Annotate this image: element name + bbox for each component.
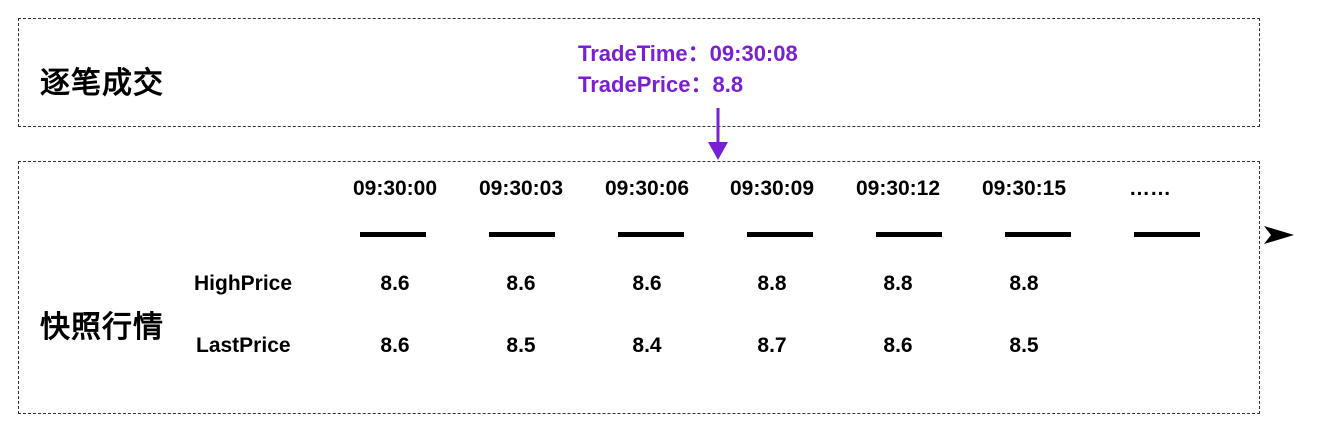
trade-time-label: TradeTime： <box>578 41 710 66</box>
last-price-cell: 8.5 <box>1009 334 1039 357</box>
snapshot-time: 09:30:15 <box>981 177 1067 200</box>
snapshot-time: 09:30:09 <box>729 177 815 200</box>
timeline-dash <box>489 232 555 237</box>
last-price-cell: 8.6 <box>883 334 913 357</box>
high-price-cell: 8.6 <box>380 272 410 295</box>
tick-section-title: 逐笔成交 <box>40 67 164 100</box>
snapshot-time-ellipsis: …… <box>1129 177 1171 200</box>
timeline-dash <box>360 232 426 237</box>
timeline-dash <box>618 232 684 237</box>
timeline-arrow-icon <box>1264 226 1294 244</box>
timeline-dash <box>1005 232 1071 237</box>
snapshot-section-box <box>18 161 1260 414</box>
last-price-cell: 8.4 <box>632 334 662 357</box>
trade-price-label: TradePrice： <box>578 72 713 97</box>
snapshot-time: 09:30:12 <box>855 177 941 200</box>
snapshot-time: 09:30:03 <box>478 177 564 200</box>
snapshot-section-title: 快照行情 <box>40 311 164 344</box>
trade-time-annotation: TradeTime：09:30:08 <box>578 36 798 68</box>
snapshot-time: 09:30:06 <box>604 177 690 200</box>
tick-section-box <box>18 18 1260 127</box>
last-price-cell: 8.6 <box>380 334 410 357</box>
last-price-label: LastPrice <box>196 334 291 357</box>
snapshot-time: 09:30:00 <box>352 177 438 200</box>
high-price-cell: 8.6 <box>506 272 536 295</box>
last-price-cell: 8.7 <box>757 334 787 357</box>
trade-pointer-arrow <box>708 108 728 160</box>
high-price-label: HighPrice <box>194 272 293 295</box>
high-price-cell: 8.6 <box>632 272 662 295</box>
high-price-cell: 8.8 <box>757 272 787 295</box>
trade-price-value: 8.8 <box>712 72 744 97</box>
high-price-cell: 8.8 <box>883 272 913 295</box>
trade-time-value: 09:30:08 <box>709 41 798 66</box>
trade-price-annotation: TradePrice：8.8 <box>578 67 743 99</box>
timeline-dash <box>1134 232 1200 237</box>
last-price-cell: 8.5 <box>506 334 536 357</box>
timeline-dash <box>876 232 942 237</box>
timeline-dash <box>747 232 813 237</box>
high-price-cell: 8.8 <box>1009 272 1039 295</box>
